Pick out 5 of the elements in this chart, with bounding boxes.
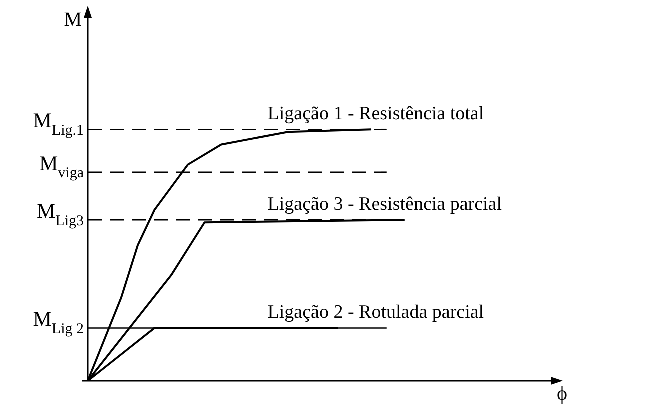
x-axis-title: ϕ — [557, 383, 568, 405]
series-label: Ligação 2 - Rotulada parcial — [268, 302, 484, 324]
series-label: Ligação 3 - Resistência parcial — [268, 194, 502, 216]
series-label: Ligação 1 - Resistência total — [268, 104, 484, 125]
y-axis-title: M — [64, 9, 82, 31]
